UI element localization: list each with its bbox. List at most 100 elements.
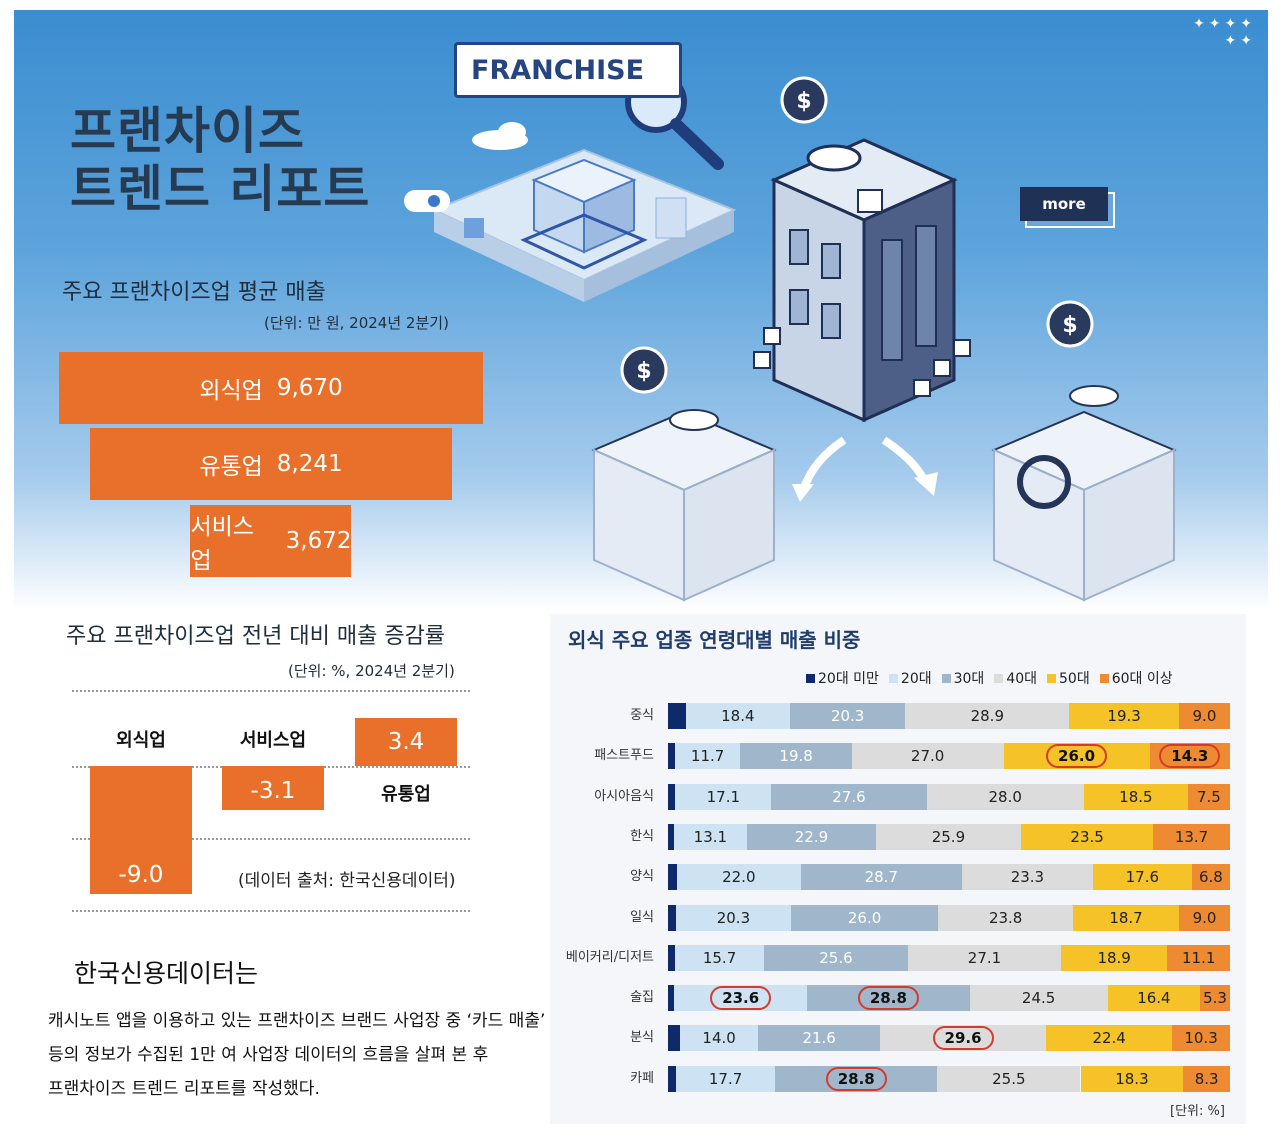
segment-value: 13.7 xyxy=(1174,827,1209,846)
highlight-value: 28.8 xyxy=(857,986,919,1011)
chart-segment: 11.1 xyxy=(1167,944,1230,971)
segment-value: 13.1 xyxy=(693,827,728,846)
more-button[interactable]: more xyxy=(1020,187,1108,221)
segment-value: 20.3 xyxy=(830,707,865,725)
chart-segment: 27.0 xyxy=(851,743,1004,770)
segment-value: 23.5 xyxy=(1070,827,1104,846)
divider-mid xyxy=(72,838,470,840)
segment-value: 26.0 xyxy=(847,908,882,927)
growth-chart-unit: (단위: %, 2024년 2분기) xyxy=(288,662,455,680)
chart-segment: 14.0 xyxy=(679,1025,759,1052)
chart-segment: 9.0 xyxy=(1179,904,1230,931)
row-label: 양식 xyxy=(630,869,654,885)
segment-value: 8.3 xyxy=(1194,1069,1219,1088)
chart-segment: 7.5 xyxy=(1187,783,1230,810)
segment-value: 18.9 xyxy=(1097,948,1131,967)
segment-value: 22.9 xyxy=(794,827,829,846)
chart-row: 중식 18.4 20.3 28.9 19.3 9.0 xyxy=(550,703,1246,729)
svg-text:$: $ xyxy=(1062,313,1077,338)
chart-row: 아시아음식 17.1 27.6 28.0 18.5 7.5 xyxy=(550,783,1246,810)
legend-swatch xyxy=(888,673,898,683)
legend-item: 40대 xyxy=(994,668,1037,688)
chart-segment: 22.9 xyxy=(747,823,876,850)
legend-item: 50대 xyxy=(1047,668,1090,688)
avg-sales-bar: 유통업 8,241 xyxy=(90,428,452,500)
chart-segment: 20.3 xyxy=(675,904,791,931)
highlight-value: 28.8 xyxy=(825,1066,887,1091)
chart-segment: 23.5 xyxy=(1021,823,1154,850)
growth-value: -9.0 xyxy=(118,861,164,888)
chart-segment: 28.7 xyxy=(800,864,962,891)
chart-segment: 5.3 xyxy=(1200,985,1230,1012)
segment-value: 25.5 xyxy=(992,1069,1026,1088)
segment-value: 19.3 xyxy=(1107,707,1141,725)
highlight-value: 14.3 xyxy=(1159,744,1221,769)
growth-bar: -3.1 xyxy=(222,766,324,811)
chart-segment: 19.3 xyxy=(1069,703,1179,729)
chart-segment: 25.9 xyxy=(875,823,1022,850)
segment-value: 28.9 xyxy=(970,707,1004,725)
chart-segment: 18.9 xyxy=(1060,944,1168,971)
segment-value: 18.5 xyxy=(1119,787,1153,806)
segment-value: 9.0 xyxy=(1192,908,1217,927)
age-share-panel: 외식 주요 업종 연령대별 매출 비중 20대 미만 20대 30대 40대 50대 60… xyxy=(550,614,1246,1124)
avg-sales-unit: (단위: 만 원, 2024년 2분기) xyxy=(264,314,449,332)
data-source: (데이터 출처: 한국신용데이터) xyxy=(238,871,456,891)
chart-row: 패스트푸드 11.7 19.8 27.0 26.0 14.3 xyxy=(550,743,1246,770)
segment-value: 18.3 xyxy=(1115,1069,1149,1088)
franchise-tag: FRANCHISE xyxy=(454,42,682,98)
chart-segment xyxy=(668,985,675,1012)
chart-segment xyxy=(668,823,674,850)
segment-value: 28.0 xyxy=(988,787,1022,806)
segment-value: 17.7 xyxy=(708,1069,743,1088)
legend-label: 20대 xyxy=(900,671,932,687)
segment-value: 19.8 xyxy=(779,747,813,766)
segment-value: 17.6 xyxy=(1125,868,1160,887)
row-label: 카페 xyxy=(630,1070,654,1086)
title-line-1: 프랜차이즈 xyxy=(70,102,305,160)
chart-segment: 22.4 xyxy=(1046,1025,1173,1052)
legend-swatch xyxy=(1099,673,1109,683)
segment-value: 5.3 xyxy=(1203,989,1227,1008)
legend-swatch xyxy=(994,673,1004,683)
legend-swatch xyxy=(806,673,815,683)
segment-value: 7.5 xyxy=(1196,787,1221,806)
chart-segment xyxy=(668,743,675,770)
row-label: 술집 xyxy=(630,990,654,1006)
chart-segment xyxy=(668,1025,680,1052)
legend-label: 60대 이상 xyxy=(1111,671,1173,687)
row-label: 패스트푸드 xyxy=(594,748,654,764)
divider-bottom xyxy=(72,910,470,912)
chart-segment: 23.3 xyxy=(961,864,1093,891)
chart-segment: 17.6 xyxy=(1092,864,1192,891)
segment-value: 6.8 xyxy=(1198,868,1223,887)
chart-segment: 10.3 xyxy=(1172,1025,1230,1052)
segment-value: 23.8 xyxy=(988,908,1023,927)
segment-value: 18.7 xyxy=(1109,908,1143,927)
hero-banner: ✦✦✦✦ ✦✦ 프랜차이즈 트렌드 리포트 xyxy=(14,10,1268,610)
chart-segment: 6.8 xyxy=(1191,864,1230,891)
segment-value: 28.7 xyxy=(864,868,898,887)
highlight-value: 23.6 xyxy=(710,986,772,1011)
chart-segment: 18.7 xyxy=(1073,904,1179,931)
chart-segment xyxy=(668,1065,676,1092)
row-label: 중식 xyxy=(630,708,654,723)
chart-segment: 29.6 xyxy=(879,1025,1047,1052)
chart-segment: 11.7 xyxy=(674,743,741,770)
chart-segment: 15.7 xyxy=(675,944,764,971)
kcd-description: 캐시노트 앱을 이용하고 있는 프랜차이즈 브랜드 사업장 중 ‘카드 매출’ … xyxy=(48,1011,546,1099)
segment-value: 23.3 xyxy=(1010,868,1045,887)
legend-item: 30대 xyxy=(941,668,984,688)
avg-sales-category: 외식업 xyxy=(199,378,263,404)
legend-label: 50대 xyxy=(1059,671,1090,687)
chart-row: 한식 13.1 22.9 25.9 23.5 13.7 xyxy=(550,823,1246,850)
chart-row: 양식 22.0 28.7 23.3 17.6 6.8 xyxy=(550,864,1246,891)
segment-value: 22.4 xyxy=(1092,1029,1126,1048)
legend-label: 20대 미만 xyxy=(818,671,879,687)
row-label: 분식 xyxy=(630,1030,654,1046)
chart-segment xyxy=(668,783,676,810)
segment-value: 21.6 xyxy=(802,1029,836,1048)
chart-segment xyxy=(668,703,686,729)
chart-segment: 16.4 xyxy=(1107,985,1201,1012)
avg-sales-value: 8,241 xyxy=(276,451,343,477)
